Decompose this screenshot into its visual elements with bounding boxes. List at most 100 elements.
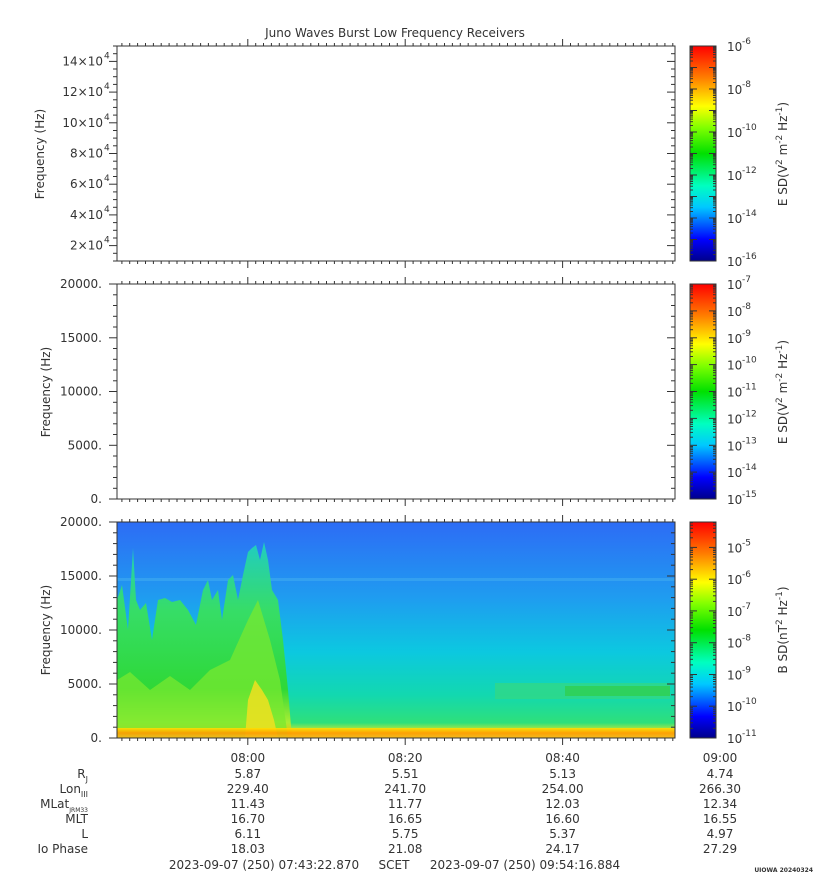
y-tick-label: 5000. <box>68 438 102 452</box>
panel-middle-ytick-labels: 20000. 15000. 10000. 5000. 0. <box>60 277 102 506</box>
cbar-top-unit-m: m <box>776 144 790 160</box>
panel-top-frame <box>116 45 676 262</box>
cbar-tick-exp: -15 <box>742 490 757 500</box>
cbar-tick-label: 10 <box>727 305 742 319</box>
footer-stamp: UIOWA 20240324 <box>754 867 813 874</box>
chart-title: Juno Waves Burst Low Frequency Receivers <box>264 26 525 40</box>
ephemeris-value: 6.11 <box>234 827 261 841</box>
ephemeris-label-sub: III <box>81 790 88 799</box>
x-tick-label: 09:00 <box>703 751 738 765</box>
y-tick-label-exp: 4 <box>104 236 110 246</box>
cbar-tick-exp: -10 <box>742 356 757 366</box>
panel-bottom-ytick-labels: 20000. 15000. 10000. 5000. 0. <box>60 515 102 745</box>
cbar-tick-label: 10 <box>727 40 742 54</box>
ephemeris-value: 241.70 <box>384 782 426 796</box>
x-tick-label: 08:20 <box>388 751 423 765</box>
panel-bottom: 20000. 15000. 10000. 5000. 0. Frequency (Hz)… <box>39 515 790 746</box>
panel-middle: 20000. 15000. 10000. 5000. 0. Frequency (Hz)… <box>39 275 790 507</box>
ephemeris-label-sub: JRM33 <box>68 807 88 814</box>
cbar-tick-label: 10 <box>727 83 742 97</box>
cbar-tick-exp: -11 <box>742 383 757 393</box>
ephemeris-value: 16.55 <box>703 812 737 826</box>
y-tick-label-base: 12×10 <box>62 85 103 99</box>
cbar-tick-exp: -6 <box>742 570 751 580</box>
y-tick-label: 6×10 <box>70 177 103 191</box>
cbar-bot-label: B SD(nT <box>776 624 790 673</box>
panel-middle-ylabel: Frequency (Hz) <box>39 347 53 438</box>
ephemeris-value: 5.51 <box>392 767 419 781</box>
cbar-mid-sup3: -1 <box>775 345 785 354</box>
ephemeris-value: 18.03 <box>231 842 265 856</box>
panel-bottom-colorbar <box>689 521 717 739</box>
cbar-tick-label: 10 <box>727 637 742 651</box>
cbar-tick-exp: -13 <box>742 436 757 446</box>
y-tick-label: 12×10 <box>62 85 103 99</box>
spectrogram-faint-band <box>117 578 675 581</box>
svg-text:E SD(V2 m-2 Hz-1): E SD(V2 m-2 Hz-1) <box>775 102 790 206</box>
cbar-bot-unit-hz: Hz <box>776 600 790 619</box>
y-tick-label: 0. <box>91 731 102 745</box>
ephemeris-label-sub: J <box>85 775 88 784</box>
footer-scet: SCET <box>379 858 411 872</box>
panel-top-ticks <box>109 39 675 268</box>
y-tick-label: 15000. <box>60 569 102 583</box>
cbar-tick-exp: -11 <box>742 729 757 739</box>
cbar-tick-exp: -10 <box>742 697 757 707</box>
cbar-tick-label: 10 <box>727 386 742 400</box>
panel-middle-frame <box>116 283 676 500</box>
spectrogram-late-band-core <box>565 686 670 696</box>
cbar-tick-label: 10 <box>727 541 742 555</box>
cbar-mid-sup1: 2 <box>775 397 785 403</box>
cbar-tick-label: 10 <box>727 605 742 619</box>
spectrogram <box>117 522 675 738</box>
y-tick-label-base: 6×10 <box>70 177 103 191</box>
ephemeris-label-text: MLat <box>40 797 69 811</box>
spectrogram-burst-hot <box>245 680 278 738</box>
cbar-tick-label: 10 <box>727 255 742 269</box>
cbar-tick-label: 10 <box>727 332 742 346</box>
ephemeris-value: 24.17 <box>545 842 579 856</box>
panel-middle-ticks <box>109 277 675 506</box>
cbar-top-sup3: -1 <box>775 107 785 116</box>
ephemeris-label-text: MLT <box>65 812 88 826</box>
cbar-tick-label: 10 <box>727 278 742 292</box>
cbar-tick-exp: -12 <box>742 409 757 419</box>
cbar-tick-exp: -5 <box>742 538 751 548</box>
y-tick-label-base: 2×10 <box>70 239 103 253</box>
svg-text:B SD(nT2 Hz-1): B SD(nT2 Hz-1) <box>775 586 790 673</box>
cbar-tick-exp: -14 <box>742 209 757 219</box>
cbar-tick-label: 10 <box>727 700 742 714</box>
ephemeris-row-label: Io Phase <box>37 842 88 856</box>
cbar-tick-label: 10 <box>727 126 742 140</box>
ephemeris-value: 4.97 <box>707 827 734 841</box>
panel-top-ylabel: Frequency (Hz) <box>33 109 47 200</box>
y-tick-label: 0. <box>91 492 102 506</box>
panel-top-colorbar-label: E SD(V2 m-2 Hz-1) <box>775 102 790 206</box>
y-tick-label: 20000. <box>60 277 102 291</box>
y-tick-label-exp: 4 <box>104 205 110 215</box>
x-tick-label: 08:40 <box>545 751 580 765</box>
panel-middle-colorbar-label: E SD(V2 m-2 Hz-1) <box>775 340 790 444</box>
panel-top: 2×10 44×10 46×10 48×10 410×10 412×10 414×10 4 F… <box>33 37 790 269</box>
y-tick-label-exp: 4 <box>104 144 110 154</box>
cbar-top-sup1: 2 <box>775 159 785 165</box>
cbar-top-sup2: -2 <box>775 135 785 144</box>
footer-end-time: 2023-09-07 (250) 09:54:16.884 <box>430 858 620 872</box>
y-tick-label-base: 10×10 <box>62 116 103 130</box>
y-tick-label: 14×10 <box>62 54 103 68</box>
spectrogram-burst-core <box>117 600 288 738</box>
cbar-bot-sup1: 2 <box>775 619 785 625</box>
ephemeris-value: 266.30 <box>699 782 741 796</box>
ephemeris-value: 5.75 <box>392 827 419 841</box>
y-tick-label: 10×10 <box>62 116 103 130</box>
y-tick-label: 5000. <box>68 677 102 691</box>
ephemeris-value: 12.34 <box>703 797 737 811</box>
cbar-mid-unit-m: m <box>776 382 790 398</box>
ephemeris-label-text: Lon <box>60 782 81 796</box>
ephemeris-value: 16.70 <box>231 812 265 826</box>
cbar-tick-exp: -7 <box>742 275 751 285</box>
cbar-tick-exp: -7 <box>742 602 751 612</box>
